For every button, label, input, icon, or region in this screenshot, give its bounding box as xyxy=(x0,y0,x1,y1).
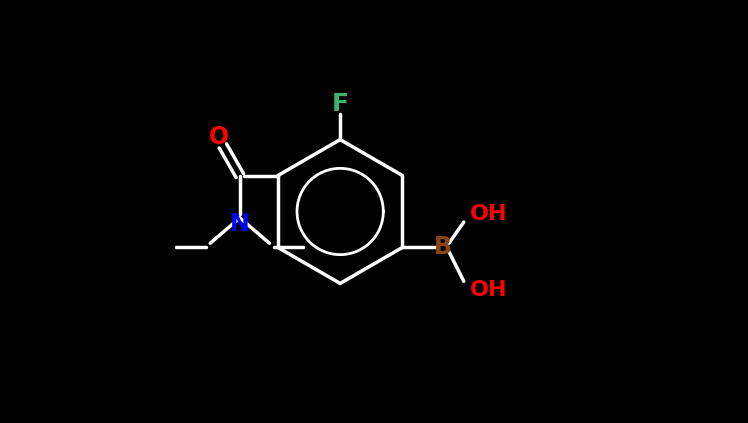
Text: O: O xyxy=(209,126,229,149)
Text: N: N xyxy=(230,212,250,236)
Text: OH: OH xyxy=(470,203,508,224)
Text: OH: OH xyxy=(470,280,508,300)
Text: F: F xyxy=(331,92,349,115)
Text: B: B xyxy=(434,236,452,259)
